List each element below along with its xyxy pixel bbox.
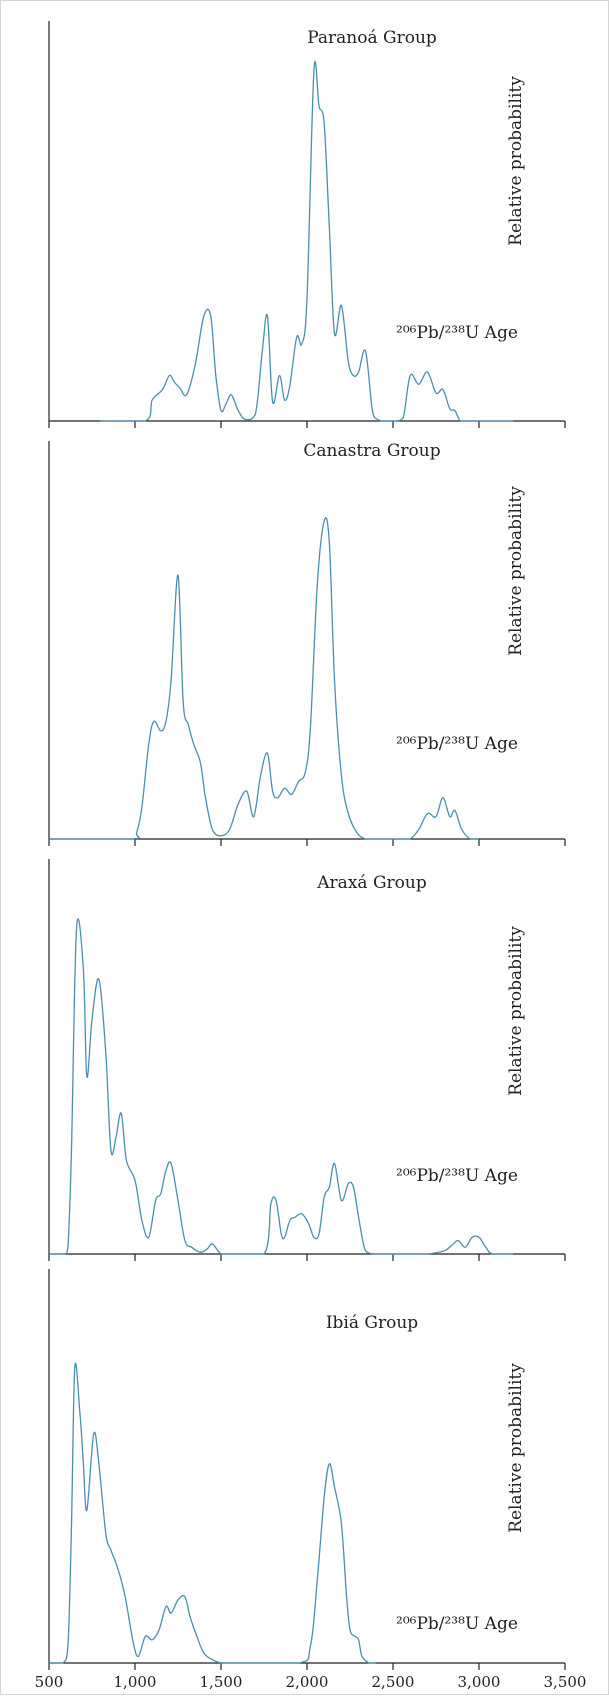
x-axis-label-2: ²⁰⁶Pb/²³⁸U Age [396, 734, 518, 754]
panel-title-4: Ibiá Group [326, 1313, 418, 1333]
x-axis-label-3: ²⁰⁶Pb/²³⁸U Age [396, 1166, 518, 1186]
x-axis-label-1: ²⁰⁶Pb/²³⁸U Age [396, 323, 518, 343]
panel-title-3: Araxá Group [316, 873, 427, 893]
x-axis-label-4: ²⁰⁶Pb/²³⁸U Age [396, 1614, 518, 1634]
x-tick-label-3500: 3,500 [544, 1673, 587, 1691]
x-tick-label-2500: 2,500 [372, 1673, 415, 1691]
probability-curve-1 [100, 60, 514, 422]
x-tick-label-3000: 3,000 [458, 1673, 501, 1691]
probability-curve-2 [49, 517, 479, 840]
y-axis-label-2: Relative probability [506, 486, 526, 656]
panel-title-2: Canastra Group [303, 441, 440, 461]
panel-title-1: Paranoá Group [307, 28, 437, 48]
x-tick-label-500: 500 [35, 1673, 64, 1691]
probability-curve-4 [49, 1362, 376, 1664]
x-tick-label-1000: 1,000 [114, 1673, 157, 1691]
x-tick-label-1500: 1,500 [200, 1673, 243, 1691]
y-axis-label-3: Relative probability [506, 926, 526, 1096]
y-axis-label-1: Relative probability [506, 76, 526, 246]
y-axis-label-4: Relative probability [506, 1363, 526, 1533]
x-tick-label-2000: 2,000 [286, 1673, 329, 1691]
probability-curve-3 [48, 918, 514, 1255]
